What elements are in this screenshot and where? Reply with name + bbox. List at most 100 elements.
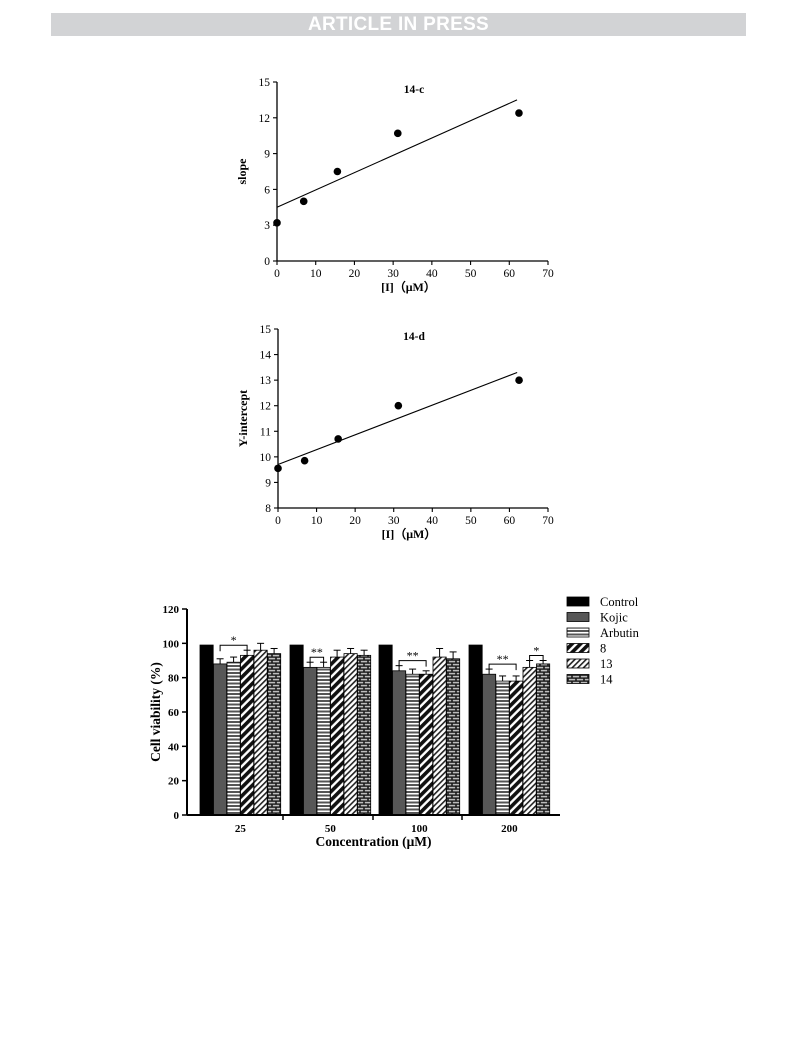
x-tick-label: 60: [504, 268, 516, 280]
legend-label: Control: [600, 595, 639, 609]
significance-label: **: [311, 645, 323, 659]
bar-control: [378, 644, 393, 816]
category-label: 200: [501, 823, 518, 835]
bar-arbutin: [226, 661, 241, 816]
legend-label: 14: [600, 673, 613, 687]
x-tick-label: 70: [542, 268, 554, 280]
fit-line: [276, 99, 518, 208]
y-tick-label: 11: [260, 426, 271, 438]
x-tick-label: 10: [310, 268, 322, 280]
bar-13: [522, 666, 537, 816]
y-axis-label: slope: [235, 158, 249, 185]
y-tick-label: 60: [168, 707, 180, 719]
bar-8: [240, 654, 255, 816]
y-tick-label: 80: [168, 673, 180, 685]
y-axis-label: Cell viability (%): [148, 662, 163, 762]
significance-bracket: [219, 644, 248, 652]
category-label: 25: [235, 823, 247, 835]
x-axis-label: [I]（μM）: [381, 279, 436, 294]
bar-arbutin: [495, 680, 510, 816]
data-point: [300, 456, 309, 465]
bar-control: [289, 644, 304, 816]
data-point: [515, 376, 523, 384]
data-point: [515, 109, 523, 117]
legend-swatch-13: [566, 658, 590, 669]
y-tick-label: 15: [259, 77, 271, 89]
significance-bracket: [488, 663, 517, 671]
y-tick-label: 15: [260, 324, 272, 336]
legend-label: Arbutin: [600, 626, 640, 640]
y-tick-label: 13: [260, 375, 272, 387]
data-point: [333, 167, 342, 176]
data-point: [334, 435, 342, 443]
significance-label: **: [497, 652, 509, 666]
cell-viability-bar-chart: 0 20 40 60 80 100 120 25 50 100 200 Concentration (…: [148, 595, 640, 849]
chart-title: 14-c: [404, 84, 424, 96]
y-tick-label: 0: [264, 256, 270, 268]
x-tick-label: 20: [349, 515, 361, 527]
x-axis-label: Concentration (μM): [315, 834, 431, 849]
category-label: 100: [411, 823, 428, 835]
x-tick-label: 0: [274, 268, 280, 280]
legend-label: 8: [600, 642, 606, 656]
y-tick-label: 12: [260, 401, 272, 413]
bar-13: [343, 653, 358, 816]
bar-8: [330, 656, 345, 816]
bar-control: [199, 644, 214, 816]
x-tick-label: 40: [426, 268, 438, 280]
y-tick-label: 6: [264, 184, 270, 196]
data-point: [393, 129, 402, 138]
category-label: 50: [325, 823, 337, 835]
slope-plot-14c: 0 10 20 30 40 50 60 70 0 3 6 9 12 15 [I]（μM） slope 14-c: [235, 77, 554, 294]
significance-bracket: [309, 656, 325, 664]
y-tick-label: 0: [174, 810, 180, 822]
x-tick-label: 10: [311, 515, 323, 527]
data-point: [274, 464, 282, 473]
bar-kojic: [392, 670, 407, 816]
y-tick-label: 120: [163, 604, 180, 616]
fit-line: [277, 371, 518, 466]
article-in-press-banner: ARTICLE IN PRESS: [51, 13, 746, 36]
bar-control: [468, 644, 483, 816]
significance-bracket: [398, 660, 427, 667]
y-tick-label: 14: [260, 350, 272, 362]
x-tick-label: 70: [542, 515, 554, 527]
data-point: [273, 219, 281, 227]
y-tick-label: 20: [168, 776, 180, 788]
bar-13: [432, 656, 447, 816]
bar-kojic: [482, 673, 497, 816]
x-tick-label: 50: [465, 515, 477, 527]
legend-swatch-8: [566, 643, 590, 653]
bar-14: [446, 658, 461, 816]
x-tick-label: 60: [504, 515, 516, 527]
legend-label: 13: [600, 657, 613, 671]
y-axis-label: Y-intercept: [236, 390, 250, 447]
data-point: [299, 197, 308, 206]
legend-label: Kojic: [600, 611, 628, 625]
y-tick-label: 9: [265, 477, 271, 489]
bar-kojic: [303, 666, 318, 816]
x-axis-label: [I]（μM）: [382, 526, 437, 541]
significance-bracket: [529, 655, 544, 662]
x-tick-label: 20: [349, 268, 361, 280]
significance-label: *: [231, 633, 237, 647]
legend-swatch-arbutin: [566, 627, 590, 638]
bar-arbutin: [316, 666, 331, 816]
y-tick-label: 12: [259, 113, 271, 125]
bar-kojic: [213, 663, 228, 816]
bar-13: [253, 649, 268, 816]
bar-8: [509, 680, 524, 816]
data-point: [394, 401, 403, 410]
x-tick-label: 30: [387, 268, 399, 280]
intercept-plot-14d: 0 10 20 30 40 50 60 70 8 9 10 11 12 13 14 15 [I]（μM） Y-in…: [236, 324, 554, 541]
bar-arbutin: [405, 673, 420, 816]
y-tick-label: 40: [168, 741, 180, 753]
legend-swatch-14: [566, 674, 590, 684]
bar-8: [419, 673, 434, 816]
significance-label: **: [407, 649, 419, 663]
y-tick-label: 9: [264, 149, 270, 161]
y-tick-label: 100: [163, 638, 180, 650]
x-tick-label: 50: [465, 268, 477, 280]
bar-14: [357, 654, 372, 816]
